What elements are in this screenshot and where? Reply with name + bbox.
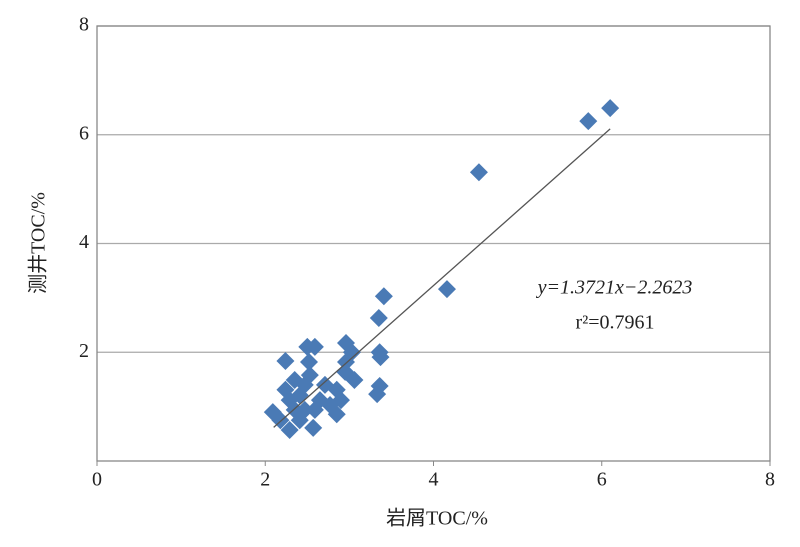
point	[601, 99, 620, 118]
y-tick-label: 8	[79, 14, 89, 36]
x-tick-label: 6	[597, 469, 607, 491]
x-tick-label: 4	[429, 469, 439, 491]
point	[295, 375, 314, 394]
y-tick-label: 6	[79, 122, 89, 144]
y-tick-label: 2	[79, 340, 89, 362]
plot-frame	[96, 25, 771, 462]
x-tick-label: 8	[765, 469, 775, 491]
x-tick-label: 0	[92, 469, 102, 491]
trendline	[273, 128, 611, 428]
point	[437, 280, 456, 299]
point	[579, 112, 598, 131]
point	[374, 287, 393, 306]
point	[305, 400, 324, 419]
r-squared: r²=0.7961	[576, 312, 655, 334]
x-axis-label: 岩屑TOC/%	[386, 507, 488, 530]
x-tick-label: 2	[260, 469, 270, 491]
equation: y=1.3721x−2.2623	[536, 277, 693, 299]
point	[331, 391, 350, 410]
point	[304, 418, 323, 437]
point	[299, 353, 318, 372]
point	[280, 421, 299, 440]
point	[469, 163, 488, 182]
point	[315, 375, 334, 394]
point	[368, 385, 387, 404]
y-axis-label: 测井TOC/%	[27, 192, 50, 294]
point	[276, 351, 295, 370]
point	[298, 337, 317, 356]
point	[369, 308, 388, 327]
point	[371, 348, 390, 367]
y-tick-label: 4	[79, 231, 89, 253]
